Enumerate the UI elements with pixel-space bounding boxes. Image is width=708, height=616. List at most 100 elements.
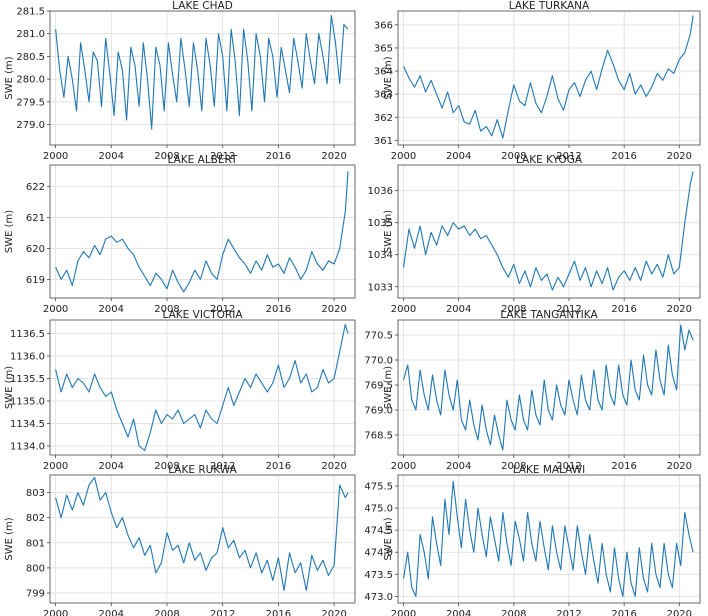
x-tick-label: 2008 bbox=[501, 461, 526, 472]
x-tick-label: 2004 bbox=[446, 151, 471, 162]
chart-title: LAKE TURKANA bbox=[509, 0, 590, 12]
y-tick-label: 474.5 bbox=[364, 526, 393, 537]
chart-title: LAKE KYOGA bbox=[516, 154, 583, 166]
y-tick-label: 620 bbox=[26, 244, 45, 255]
series-line bbox=[403, 15, 694, 139]
y-tick-label: 280.0 bbox=[16, 75, 45, 86]
axes-frame bbox=[49, 164, 356, 299]
x-tick-label: 2004 bbox=[99, 151, 124, 162]
chart-title: LAKE MALAWI bbox=[513, 464, 586, 476]
y-tick-label: 768.5 bbox=[364, 431, 393, 442]
chart-title: LAKE CHAD bbox=[172, 0, 233, 12]
axes-frame bbox=[49, 319, 356, 456]
y-tick-label: 1134.0 bbox=[10, 442, 45, 453]
series-line bbox=[55, 171, 349, 293]
y-axis-label: SWE (m) bbox=[4, 517, 15, 560]
x-tick-label: 2016 bbox=[266, 151, 291, 162]
y-axis-label: SWE (m) bbox=[4, 56, 15, 99]
y-tick-label: 802 bbox=[26, 513, 45, 524]
series-line bbox=[402, 481, 694, 597]
x-tick-label: 2008 bbox=[501, 151, 526, 162]
series-line bbox=[55, 323, 349, 452]
chart-panel-6: 2000 2004 2008 2012 2016 2020 768.5 769.0 769.5 7… bbox=[364, 309, 701, 472]
y-tick-label: 1135.0 bbox=[10, 397, 45, 408]
x-tick-label: 2000 bbox=[391, 609, 416, 616]
x-tick-label: 2016 bbox=[266, 609, 291, 616]
y-axis-label: SWE (m) bbox=[383, 366, 394, 409]
x-tick-label: 2004 bbox=[446, 609, 471, 616]
x-tick-label: 2000 bbox=[391, 304, 416, 315]
series-line bbox=[402, 324, 694, 451]
x-tick-label: 2012 bbox=[556, 151, 581, 162]
x-tick-label: 2000 bbox=[391, 151, 416, 162]
x-tick-label: 2012 bbox=[556, 609, 581, 616]
x-tick-label: 2008 bbox=[501, 304, 526, 315]
x-tick-label: 2016 bbox=[266, 304, 291, 315]
y-tick-label: 279.5 bbox=[16, 97, 45, 108]
y-tick-label: 364 bbox=[374, 67, 393, 78]
y-tick-label: 770.0 bbox=[364, 356, 393, 367]
axes-frame bbox=[397, 319, 701, 456]
x-tick-label: 2004 bbox=[446, 461, 471, 472]
y-tick-label: 363 bbox=[374, 90, 393, 101]
y-tick-label: 1036 bbox=[368, 186, 393, 197]
x-tick-label: 2004 bbox=[99, 461, 124, 472]
x-tick-label: 2016 bbox=[611, 609, 636, 616]
x-tick-label: 2020 bbox=[321, 609, 346, 616]
y-tick-label: 361 bbox=[374, 136, 393, 147]
y-tick-label: 362 bbox=[374, 113, 393, 124]
x-tick-label: 2012 bbox=[210, 151, 235, 162]
y-tick-label: 281.5 bbox=[16, 7, 45, 18]
x-tick-label: 2020 bbox=[321, 151, 346, 162]
chart-panel-5: 2000 2004 2008 2012 2016 2020 1134.0 1134.5 1135… bbox=[4, 309, 356, 472]
chart-panel-4: 2000 2004 2008 2012 2016 2020 1033 1034 1035 1036… bbox=[368, 154, 701, 315]
chart-panel-3: 2000 2004 2008 2012 2016 2020 619 620 621 622 LAKE… bbox=[4, 154, 356, 315]
y-axis-label: SWE (m) bbox=[383, 210, 394, 253]
y-tick-label: 281.0 bbox=[16, 29, 45, 40]
y-tick-label: 1135.5 bbox=[10, 374, 45, 385]
x-tick-label: 2000 bbox=[43, 304, 68, 315]
y-tick-label: 475.0 bbox=[364, 504, 393, 515]
y-axis-label: SWE (m) bbox=[383, 56, 394, 99]
x-tick-label: 2000 bbox=[43, 609, 68, 616]
y-tick-label: 801 bbox=[26, 538, 45, 549]
series-line bbox=[402, 171, 694, 291]
y-tick-label: 473.0 bbox=[364, 592, 393, 603]
x-tick-label: 2020 bbox=[321, 304, 346, 315]
y-axis-label: SWE (m) bbox=[4, 210, 15, 253]
y-tick-label: 280.5 bbox=[16, 52, 45, 63]
chart-title: LAKE VICTORIA bbox=[163, 309, 244, 321]
y-tick-label: 366 bbox=[374, 20, 393, 31]
y-tick-label: 475.5 bbox=[364, 482, 393, 493]
chart-panel-2: 2000 2004 2008 2012 2016 2020 361 362 363 364 365 3… bbox=[374, 0, 701, 162]
axes-frame bbox=[49, 10, 356, 146]
x-tick-label: 2012 bbox=[210, 304, 235, 315]
x-tick-label: 2020 bbox=[667, 304, 692, 315]
series-line bbox=[55, 14, 349, 130]
x-tick-label: 2004 bbox=[99, 304, 124, 315]
axes-frame bbox=[397, 474, 701, 604]
y-tick-label: 1035 bbox=[368, 218, 393, 229]
y-tick-label: 619 bbox=[26, 275, 45, 286]
y-tick-label: 770.5 bbox=[364, 331, 393, 342]
x-tick-label: 2008 bbox=[154, 304, 179, 315]
x-tick-label: 2016 bbox=[611, 151, 636, 162]
x-tick-label: 2000 bbox=[43, 151, 68, 162]
x-tick-label: 2020 bbox=[667, 151, 692, 162]
x-tick-label: 2008 bbox=[154, 151, 179, 162]
y-tick-label: 1136.0 bbox=[10, 352, 45, 363]
x-tick-label: 2008 bbox=[501, 609, 526, 616]
y-tick-label: 803 bbox=[26, 488, 45, 499]
y-tick-label: 622 bbox=[26, 182, 45, 193]
x-tick-label: 2016 bbox=[266, 461, 291, 472]
series-line bbox=[55, 476, 349, 592]
x-tick-label: 2004 bbox=[446, 304, 471, 315]
y-axis-label: SWE (m) bbox=[4, 366, 15, 409]
x-tick-label: 2016 bbox=[611, 304, 636, 315]
axes-frame bbox=[49, 474, 356, 604]
chart-panel-8: 2000 2004 2008 2012 2016 2020 473.0 473.5 474.0 4… bbox=[364, 464, 701, 616]
chart-title: LAKE ALBERT bbox=[168, 154, 239, 166]
x-tick-label: 2000 bbox=[43, 461, 68, 472]
x-tick-label: 2008 bbox=[154, 609, 179, 616]
